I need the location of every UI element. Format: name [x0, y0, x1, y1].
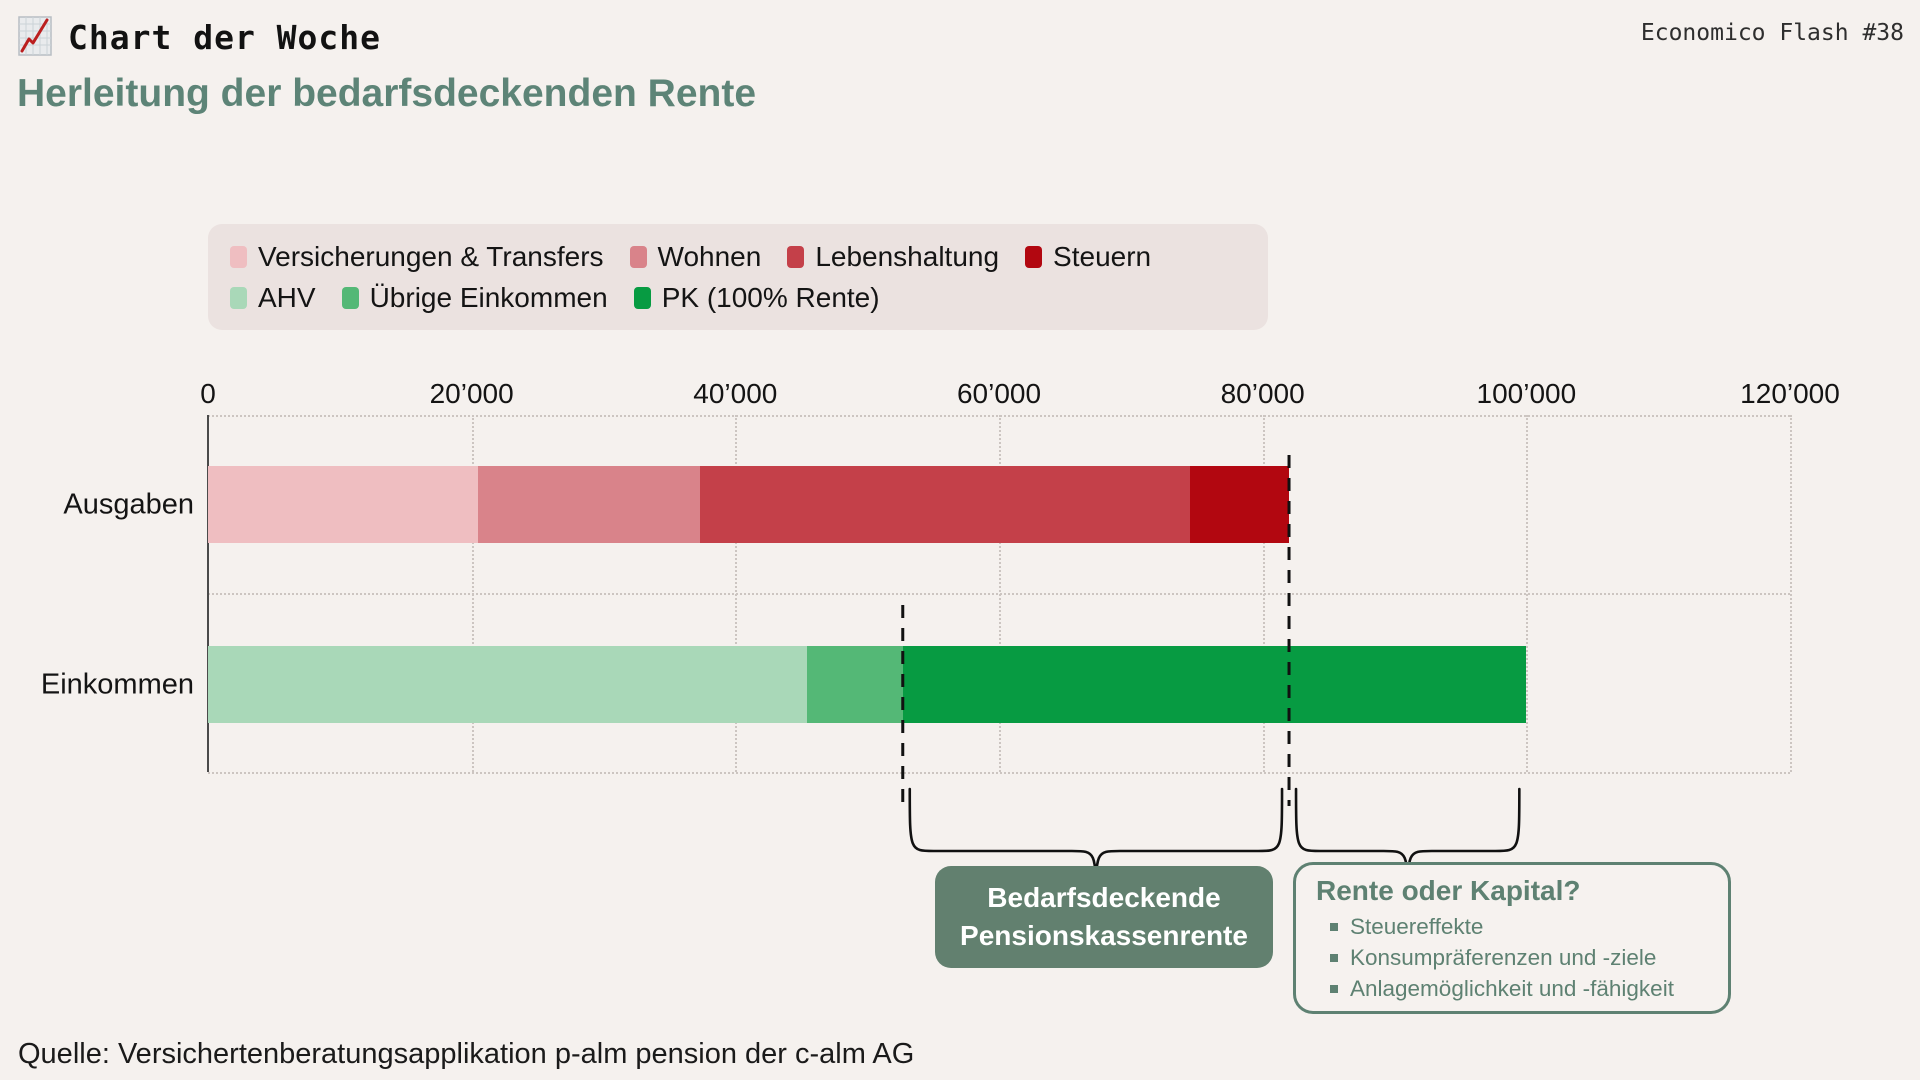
y-axis-line [207, 415, 209, 772]
callout-bullet-item: Steuereffekte [1330, 911, 1710, 942]
x-tick-label: 80’000 [1220, 378, 1305, 409]
legend-item-label: Lebenshaltung [815, 240, 1000, 272]
x-tick-label: 100’000 [1476, 378, 1577, 409]
x-tick-label: 120’000 [1740, 378, 1840, 409]
category-label: Einkommen [40, 668, 194, 700]
callout-bullet-list: Steuereffekte Konsumpräferenzen und -zie… [1316, 911, 1710, 1004]
legend-item-label: AHV [258, 281, 316, 313]
source-line: Quelle: Versichertenberatungsapplikation… [18, 1038, 915, 1070]
x-tick-label: 0 [200, 378, 216, 409]
bullet-square-icon [1330, 922, 1338, 931]
x-tick-label: 40’000 [693, 378, 778, 409]
plot-border [208, 415, 1790, 417]
legend-item-label: Übrige Einkommen [369, 281, 608, 313]
page-title: Herleitung der bedarfsdeckenden Rente [17, 72, 757, 115]
callout-bullet-label: Steuereffekte [1350, 914, 1484, 939]
legend-item: PK (100% Rente) [633, 281, 880, 314]
bar-segment [1190, 466, 1290, 543]
row-separator-gridline [208, 593, 1790, 595]
rente-oder-kapital-callout: Rente oder Kapital? Steuereffekte Konsum… [1293, 862, 1731, 1014]
x-tick-label: 60’000 [956, 378, 1042, 409]
bar-segment [806, 646, 903, 723]
legend-item: Lebenshaltung [787, 241, 999, 273]
legend-swatch-icon [230, 286, 247, 309]
legend-item-label: Wohnen [657, 240, 762, 272]
legend-swatch-icon [629, 245, 647, 268]
legend-swatch-icon [341, 286, 359, 309]
legend-item: Wohnen [629, 240, 762, 273]
callout-bullet-label: Anlagemöglichkeit und -fähigkeit [1350, 976, 1674, 1001]
legend-item: Versicherungen & Transfers [230, 241, 604, 273]
legend-swatch-icon [633, 286, 651, 309]
bar-segment [208, 466, 479, 543]
legend-row: AHV Übrige Einkommen PK (100% Rente) [230, 282, 1268, 314]
needs-covering-pension-badge: Bedarfsdeckende Pensionskassenrente [935, 866, 1273, 968]
gridline [1790, 415, 1792, 772]
legend-swatch-icon [1025, 245, 1043, 268]
legend-row: Versicherungen & Transfers Wohnen Lebensha… [230, 241, 1268, 273]
legend-item: AHV [230, 282, 316, 314]
legend-item-label: PK (100% Rente) [661, 281, 880, 313]
bar-segment [699, 466, 1191, 543]
issue-label: Economico Flash #38 [1640, 20, 1904, 46]
legend-item: Steuern [1025, 241, 1151, 273]
badge-line-1: Bedarfsdeckende [987, 882, 1221, 913]
legend-item-label: Versicherungen & Transfers [258, 240, 604, 272]
brand-title: Chart der Woche [68, 18, 382, 57]
x-tick-label: 20’000 [429, 378, 514, 409]
bullet-square-icon [1330, 984, 1338, 993]
bullet-square-icon [1330, 953, 1338, 962]
legend-item-label: Steuern [1053, 240, 1152, 272]
badge-line-2: Pensionskassenrente [960, 920, 1248, 951]
bar-segment [478, 466, 700, 543]
plot-border [208, 772, 1790, 774]
legend-item: Übrige Einkommen [341, 281, 608, 314]
legend-swatch-icon [230, 245, 247, 268]
callout-bullet-item: Anlagemöglichkeit und -fähigkeit [1330, 973, 1710, 1004]
bar-segment [902, 646, 1527, 723]
callout-title: Rente oder Kapital? [1316, 875, 1581, 906]
callout-bullet-item: Konsumpräferenzen und -ziele [1330, 942, 1710, 973]
legend: Versicherungen & Transfers Wohnen Lebensha… [208, 224, 1268, 330]
chart-increasing-icon [18, 16, 52, 56]
legend-swatch-icon [787, 245, 805, 268]
callout-bullet-label: Konsumpräferenzen und -ziele [1350, 945, 1657, 970]
bar-segment [208, 646, 807, 723]
category-label: Ausgaben [63, 488, 194, 520]
